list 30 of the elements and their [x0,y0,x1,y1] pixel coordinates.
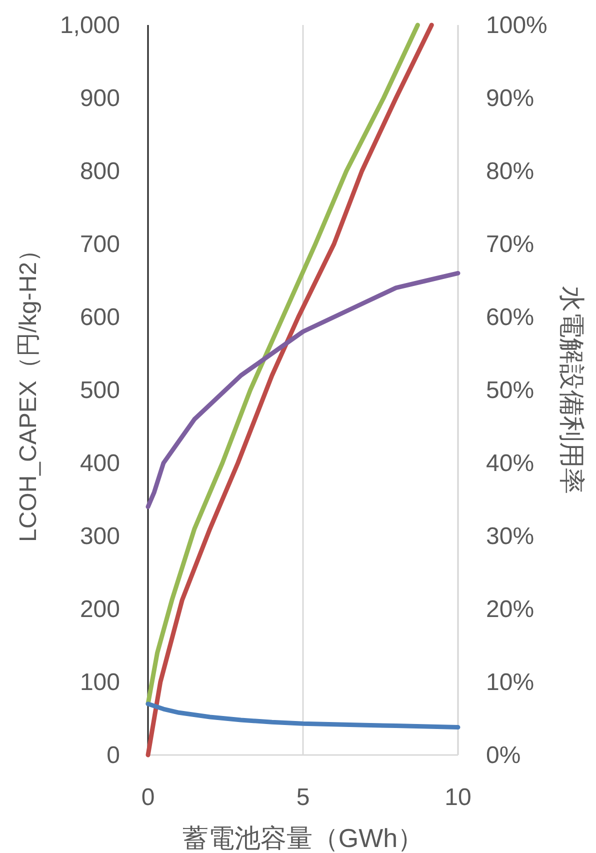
y2-tick-label: 100% [486,12,548,39]
y-tick-label: 100 [80,669,120,696]
y-tick-label: 1,000 [60,12,120,39]
x-tick-label: 0 [141,784,155,811]
y2-tick-label: 60% [486,304,534,331]
y2-tick-label: 0% [486,742,521,769]
y2-tick-label: 80% [486,158,534,185]
x-tick-label: 5 [296,784,310,811]
line-series [146,702,460,730]
y-tick-label: 200 [80,596,120,623]
y2-tick-label: 20% [486,596,534,623]
y2-tick-label: 50% [486,377,534,404]
y-tick-label: 300 [80,523,120,550]
line-series [146,270,460,510]
y-tick-label: 900 [80,85,120,112]
y-tick-label: 700 [80,231,120,258]
y2-tick-label: 10% [486,669,534,696]
y2-axis-title: 水電解設備利用率 [557,286,587,494]
y-axis-title: LCOH_CAPEX（円/kg-H2） [15,238,42,542]
y-tick-label: 800 [80,158,120,185]
y2-tick-label: 90% [486,85,534,112]
y-tick-label: 500 [80,377,120,404]
y2-tick-label: 70% [486,231,534,258]
y-tick-label: 0 [106,742,120,769]
y-tick-label: 600 [80,304,120,331]
x-axis-title: 蓄電池容量（GWh） [182,823,424,853]
y2-tick-label: 40% [486,450,534,477]
y-tick-label: 400 [80,450,120,477]
y2-tick-label: 30% [486,523,534,550]
x-tick-label: 10 [444,784,472,811]
